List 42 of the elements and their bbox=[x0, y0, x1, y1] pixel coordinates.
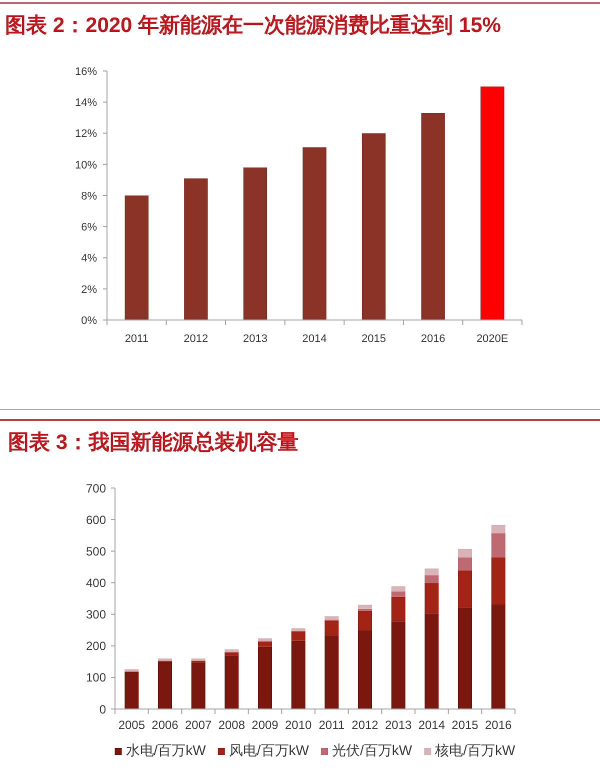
x-tick-label: 2012 bbox=[184, 333, 208, 345]
y-tick-label: 500 bbox=[86, 544, 106, 558]
x-tick-label: 2014 bbox=[418, 718, 446, 732]
y-tick-label: 700 bbox=[86, 481, 106, 496]
x-tick-label: 2015 bbox=[452, 718, 479, 732]
x-tick-label: 2007 bbox=[184, 718, 212, 732]
y-tick-label: 400 bbox=[86, 576, 106, 590]
chart-title: 图表 2：2020 年新能源在一次能源消费比重达到 15% bbox=[5, 13, 502, 37]
y-tick-label: 0 bbox=[99, 702, 106, 716]
x-tick-label: 2016 bbox=[420, 333, 446, 345]
y-tick-label: 4% bbox=[81, 252, 98, 265]
x-tick-label: 2016 bbox=[484, 718, 512, 732]
y-tick-label: 2% bbox=[81, 284, 98, 296]
y-tick-label: 300 bbox=[86, 608, 106, 622]
y-tick-label: 0% bbox=[81, 314, 98, 327]
x-tick-label: 2020E bbox=[476, 333, 508, 345]
x-tick-label: 2009 bbox=[252, 718, 279, 732]
x-tick-label: 2015 bbox=[362, 333, 386, 345]
chart-title: 图表 3：我国新能源总装机容量 bbox=[8, 430, 299, 454]
x-tick-label: 2014 bbox=[302, 333, 327, 345]
x-tick-label: 2006 bbox=[152, 718, 179, 732]
y-tick-label: 8% bbox=[81, 190, 98, 202]
y-tick-label: 14% bbox=[74, 97, 98, 110]
legend-label: 水电/百万kW bbox=[126, 742, 207, 758]
x-tick-label: 2005 bbox=[118, 718, 146, 732]
legend-label: 光伏/百万kW bbox=[332, 742, 413, 758]
y-tick-label: 6% bbox=[81, 222, 98, 234]
y-tick-label: 16% bbox=[74, 66, 98, 78]
x-tick-label: 2013 bbox=[242, 333, 268, 345]
y-tick-label: 12% bbox=[74, 128, 98, 140]
x-tick-label: 2013 bbox=[384, 718, 412, 732]
y-tick-label: 600 bbox=[86, 512, 106, 527]
x-tick-label: 2011 bbox=[318, 718, 345, 732]
y-tick-label: 200 bbox=[86, 639, 106, 654]
x-tick-label: 2008 bbox=[218, 718, 246, 732]
x-tick-label: 2012 bbox=[352, 718, 379, 732]
x-tick-label: 2010 bbox=[284, 718, 312, 732]
y-tick-label: 10% bbox=[74, 159, 98, 172]
x-tick-label: 2011 bbox=[124, 333, 148, 345]
y-tick-label: 100 bbox=[86, 670, 106, 685]
legend-label: 核电/百万kW bbox=[434, 742, 516, 758]
legend-label: 风电/百万kW bbox=[228, 742, 310, 758]
